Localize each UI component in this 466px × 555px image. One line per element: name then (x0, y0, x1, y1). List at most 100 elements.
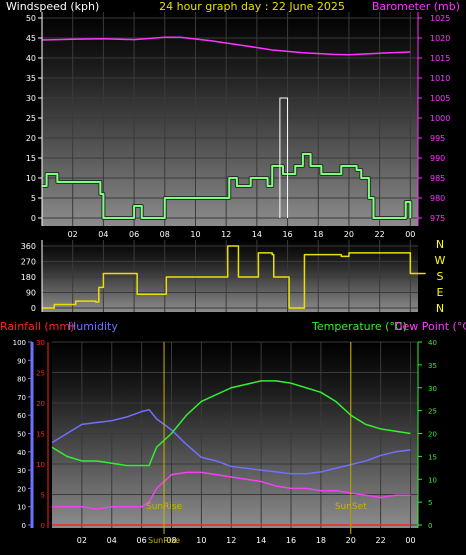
time-tick-label: 04 (107, 536, 117, 545)
temperature-tick-label: 20 (428, 431, 437, 439)
time-tick-label: 20 (344, 230, 354, 239)
temperature-tick-label: 30 (428, 385, 437, 393)
rainfall-tick-label: 0 (41, 522, 45, 530)
humidity-line (51, 408, 411, 475)
time-tick-label: 06 (129, 230, 139, 239)
temperature-plot-area (52, 342, 418, 528)
time-tick-label: 12 (221, 230, 231, 239)
wind-tick-label: 5 (31, 194, 36, 203)
wind-axis-title: Windspeed (kph) (6, 0, 99, 13)
barometer-tick-label: 995 (430, 134, 445, 143)
temperature-tick-label: 35 (428, 362, 437, 370)
time-tick-label: 14 (252, 230, 262, 239)
temperature-tick-label: 40 (428, 339, 437, 347)
dewpoint-legend: Dew Point (°C) (394, 320, 466, 333)
time-tick-label: 02 (77, 536, 87, 545)
barometer-tick-label: 1010 (430, 74, 450, 83)
direction-tick-label: 270 (21, 258, 36, 267)
temperature-tick-label: 10 (428, 476, 437, 484)
temperature-tick-label: 0 (428, 522, 432, 530)
humidity-tick-label: 100 (13, 339, 26, 347)
sunset-label: SunSet (335, 502, 367, 512)
time-tick-label: 00 (405, 230, 415, 239)
time-tick-label: 02 (68, 230, 78, 239)
barometer-tick-label: 990 (430, 154, 445, 163)
wind-tick-label: 35 (26, 74, 36, 83)
wind-tick-label: 25 (26, 114, 36, 123)
humidity-tick-label: 40 (17, 449, 26, 457)
barometer-tick-label: 1000 (430, 114, 450, 123)
rainfall-legend: Rainfall (mm) (0, 320, 74, 333)
time-tick-label: 08 (166, 536, 176, 545)
rainfall-tick-label: 5 (41, 492, 45, 500)
direction-tick-label: 0 (31, 304, 36, 313)
humidity-tick-label: 50 (17, 431, 26, 439)
wind-direction-line (42, 245, 426, 309)
temperature-c-line (51, 380, 411, 467)
humidity-tick-label: 90 (17, 357, 26, 365)
wind-tick-label: 45 (26, 34, 36, 43)
time-tick-label: 10 (190, 230, 200, 239)
barometer-tick-label: 980 (430, 194, 445, 203)
wind-tick-label: 15 (26, 154, 36, 163)
time-tick-label: 08 (160, 230, 170, 239)
compass-label-s: S (437, 270, 444, 283)
compass-label-n: N (436, 238, 444, 251)
humidity-tick-label: 10 (17, 504, 26, 512)
barometer-tick-label: 1015 (430, 54, 450, 63)
compass-label-n: N (436, 302, 444, 315)
sunrise-label: SunRise (146, 502, 183, 512)
wind-tick-label: 50 (26, 14, 36, 23)
graph-title: 24 hour graph day : 22 June 2025 (159, 0, 345, 13)
wind-gust-line (279, 97, 289, 218)
humidity-tick-label: 60 (17, 412, 26, 420)
rainfall-tick-label: 20 (36, 400, 45, 408)
humidity-tick-label: 20 (17, 485, 26, 493)
time-tick-label: 18 (313, 230, 323, 239)
time-tick-label: 04 (98, 230, 108, 239)
rainfall-tick-label: 25 (36, 370, 45, 378)
time-tick-label: 22 (375, 230, 385, 239)
time-tick-label: 16 (282, 230, 292, 239)
humidity-tick-label: 0 (22, 522, 26, 530)
time-tick-label: 20 (346, 536, 356, 545)
barometer-tick-label: 1020 (430, 34, 450, 43)
rainfall-tick-label: 10 (36, 461, 45, 469)
time-tick-label: 10 (196, 536, 206, 545)
rainfall-tick-label: 15 (36, 431, 45, 439)
direction-tick-label: 90 (26, 289, 36, 298)
barometer-tick-label: 975 (430, 214, 445, 223)
wind-tick-label: 30 (26, 94, 36, 103)
temperature-tick-label: 5 (428, 499, 432, 507)
barometer-tick-label: 1005 (430, 94, 450, 103)
barometer-tick-label: 985 (430, 174, 445, 183)
wind-tick-label: 0 (31, 214, 36, 223)
sunrise-footer-label: SunRise (148, 536, 180, 545)
direction-tick-label: 180 (21, 273, 36, 282)
compass-label-e: E (437, 286, 444, 299)
time-tick-label: 12 (226, 536, 236, 545)
temperature-tick-label: 15 (428, 453, 437, 461)
time-tick-label: 16 (286, 536, 296, 545)
direction-plot-area (42, 240, 418, 312)
direction-tick-label: 360 (21, 242, 36, 251)
time-tick-label: 18 (316, 536, 326, 545)
time-tick-label: 22 (376, 536, 386, 545)
wind-tick-label: 40 (26, 54, 36, 63)
humidity-tick-label: 30 (17, 467, 26, 475)
barometer-axis-title: Barometer (mb) (372, 0, 460, 13)
temperature-legend: Temperature (°C) (311, 320, 407, 333)
barometer-tick-label: 1025 (430, 14, 450, 23)
rainfall-tick-label: 30 (36, 339, 45, 347)
humidity-tick-label: 80 (17, 376, 26, 384)
time-tick-label: 00 (405, 536, 415, 545)
time-tick-label: 06 (137, 536, 147, 545)
temperature-tick-label: 25 (428, 408, 437, 416)
compass-label-w: W (435, 254, 446, 267)
barometer-line (41, 36, 411, 56)
wind-tick-label: 10 (26, 174, 36, 183)
wind-speed-line (42, 153, 412, 219)
time-tick-label: 14 (256, 536, 266, 545)
humidity-legend: Humidity (68, 320, 118, 333)
